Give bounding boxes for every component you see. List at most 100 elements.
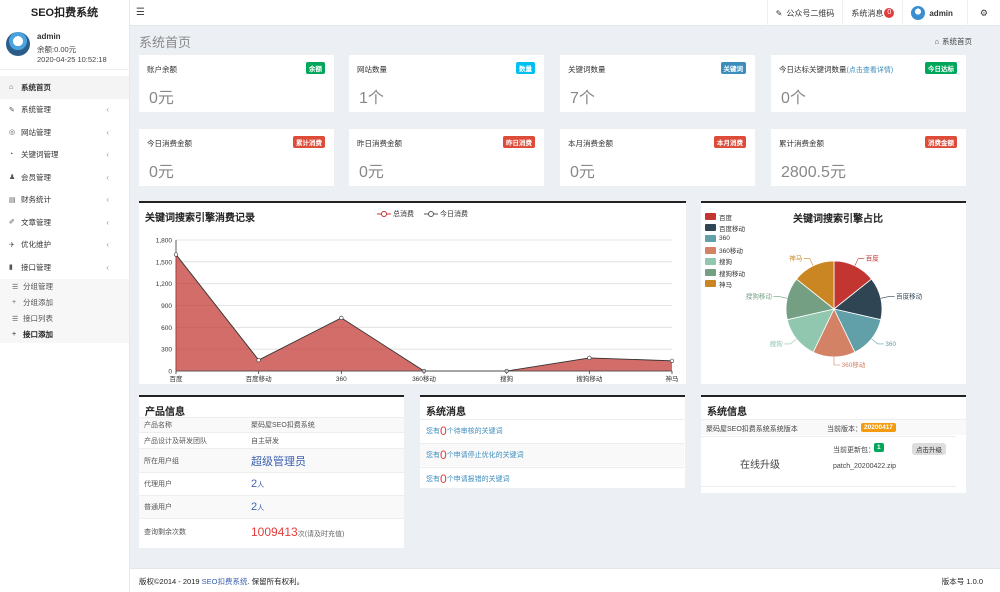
qrcode-link[interactable]: ✎ 公众号二维码	[766, 0, 843, 26]
copyright-brand-link[interactable]: SEO扣费系统	[201, 577, 248, 586]
hamburger-icon[interactable]: ☰	[136, 7, 145, 18]
list-icon: ☰	[12, 315, 19, 323]
system-messages-panel: 系统消息 您有 0 个待审核的关键词 您有 0 个申请停止优化的关键词 您有 0 个申请报错…	[420, 395, 685, 488]
y-tick-label: 900	[161, 303, 172, 310]
pie-legend-item[interactable]: 神马	[705, 278, 745, 289]
gavel-icon: ✈	[9, 241, 15, 249]
sidebar-item-5[interactable]: ▤ 财务统计 ‹	[0, 189, 129, 212]
legend-label-total: 总消费	[393, 211, 414, 218]
pie-label-line	[833, 357, 840, 366]
pie-legend-item[interactable]: 搜狗	[705, 256, 745, 267]
sidebar-item-0[interactable]: ⌂ 系统首页	[0, 76, 129, 99]
pie-label: 搜狗移动	[746, 292, 773, 301]
sidebar-item-2[interactable]: ◎ 网站管理 ‹	[0, 121, 129, 144]
pie-label-line	[871, 338, 884, 345]
wallet-icon: ▤	[9, 196, 16, 204]
pie-legend-item[interactable]: 360	[705, 233, 745, 244]
breadcrumb-current[interactable]: 系统首页	[942, 37, 972, 46]
legend-item-today[interactable]: 今日消费	[424, 209, 468, 219]
app-logo[interactable]: SEO扣费系统	[0, 0, 130, 26]
chevron-left-icon: ‹	[106, 127, 109, 137]
stat-title: 关键词数量	[568, 64, 606, 75]
table-row: 查询剩余次数 1009413次(请及时充值)	[139, 518, 404, 545]
book-icon: ▮	[9, 264, 13, 272]
pie-chart-panel: 关键词搜索引擎占比 百度 百度移动 360 360移动 搜狗 搜狗移动 神马 百度 百度移动 3…	[701, 201, 966, 384]
stat-value: 0元	[149, 164, 174, 181]
message-item[interactable]: 您有 0 个待审核的关键词	[420, 419, 684, 442]
chart-title: 关键词搜索引擎消费记录	[145, 213, 255, 224]
stat-value: 1个	[359, 90, 384, 107]
chevron-left-icon: ‹	[106, 217, 109, 227]
row-value: 超级管理员	[251, 455, 306, 468]
submenu-item-label: 接口列表	[23, 314, 53, 323]
y-tick-label: 600	[161, 325, 172, 332]
message-item[interactable]: 您有 0 个申请报错的关键词	[420, 467, 684, 490]
legend-swatch	[705, 280, 716, 288]
home-icon: ⌂	[934, 37, 939, 46]
pie-slice[interactable]	[795, 260, 835, 310]
pie-label-line	[784, 338, 797, 345]
stat-title-text: 今日消费金额	[147, 139, 192, 148]
row-value: 自主研发	[251, 437, 279, 445]
submenu-item-3[interactable]: + 接口添加	[0, 327, 129, 343]
sidebar-item-7[interactable]: ✈ 优化维护 ‹	[0, 234, 129, 257]
row-key: 查询剩余次数	[144, 529, 186, 536]
row-value: 1009413	[251, 525, 298, 539]
legend-item-total[interactable]: 总消费	[377, 209, 414, 219]
sidebar-item-label: 文章管理	[21, 217, 51, 227]
gears-icon: ⚙	[979, 7, 988, 18]
submenu-item-2[interactable]: ☰ 接口列表	[0, 311, 129, 327]
x-tick-label: 搜狗	[500, 374, 513, 383]
row-value: 2	[251, 478, 258, 490]
pie-label-line	[803, 258, 814, 266]
x-tick-label: 百度移动	[246, 374, 273, 383]
stat-value: 0元	[149, 90, 174, 107]
settings-toggle[interactable]: ⚙	[966, 0, 1000, 26]
product-info-panel: 产品信息 产品名称 聚码屋SEO扣费系统 产品设计及研发团队 自主研发 所在用户…	[139, 395, 404, 548]
pie-label-line	[773, 296, 788, 299]
messages-label: 系统消息	[851, 8, 884, 18]
pie-legend-item[interactable]: 360移动	[705, 245, 745, 256]
sidebar-item-8[interactable]: ▮ 接口管理 ‹	[0, 256, 129, 279]
version-label: 版本号 1.0.0	[941, 577, 983, 586]
upgrade-button[interactable]: 点击升级	[912, 443, 946, 455]
msg-prefix: 您有	[426, 476, 440, 483]
stat-title-text: 本月消费金额	[568, 139, 613, 148]
legend-label: 百度	[719, 214, 732, 222]
legend-label: 神马	[719, 281, 732, 289]
messages-link[interactable]: 系统消息 0	[842, 0, 902, 26]
y-tick-label: 1,500	[156, 259, 173, 266]
row-value: 2	[251, 501, 258, 513]
message-item[interactable]: 您有 0 个申请停止优化的关键词	[420, 443, 684, 466]
sidebar-item-1[interactable]: ✎ 系统管理 ‹	[0, 99, 129, 122]
stat-title-text: 累计消费金额	[779, 139, 824, 148]
data-point-total	[256, 357, 261, 363]
submenu-item-label: 分组添加	[23, 298, 53, 307]
stat-title: 网站数量	[357, 64, 387, 75]
stat-card: 关键词数量 关键词 7个	[560, 54, 755, 112]
user-menu[interactable]: admin	[902, 0, 967, 26]
area-total	[176, 254, 672, 371]
stat-card: 账户余额 余额 0元	[139, 54, 334, 112]
sidebar-item-3[interactable]: ◔ 关键词管理 ‹	[0, 144, 129, 167]
top-right-menu: ✎ 公众号二维码 系统消息 0 admin ⚙	[766, 0, 1000, 26]
pie-legend-item[interactable]: 搜狗移动	[705, 267, 745, 278]
y-tick-label: 300	[161, 347, 172, 354]
patch-file: patch_20200422.zip	[833, 463, 897, 470]
data-point-total	[669, 358, 675, 363]
stat-tag: 数量	[516, 62, 535, 74]
pie-legend-item[interactable]: 百度	[705, 211, 745, 222]
legend-line-icon	[377, 211, 391, 217]
sidebar-item-4[interactable]: ♟ 会员管理 ‹	[0, 166, 129, 189]
sidebar-item-6[interactable]: ✐ 文章管理 ‹	[0, 211, 129, 234]
pie-legend-item[interactable]: 百度移动	[705, 222, 745, 233]
qrcode-label: 公众号二维码	[786, 8, 835, 18]
stat-detail-link[interactable]: (点击查看详情)	[846, 67, 894, 74]
submenu-item-1[interactable]: + 分组添加	[0, 295, 129, 311]
submenu-item-0[interactable]: ☰ 分组管理	[0, 279, 129, 295]
consumption-chart-panel: 关键词搜索引擎消费记录 总消费 今日消费 0 300 600 900 1,200 1,50…	[139, 201, 686, 384]
stat-tag: 余额	[306, 62, 325, 74]
stat-title-text: 关键词数量	[568, 65, 606, 74]
patch-count-badge: 1	[874, 443, 884, 452]
top-navbar: SEO扣费系统 ☰ ✎ 公众号二维码 系统消息 0 admin ⚙	[0, 0, 1000, 26]
